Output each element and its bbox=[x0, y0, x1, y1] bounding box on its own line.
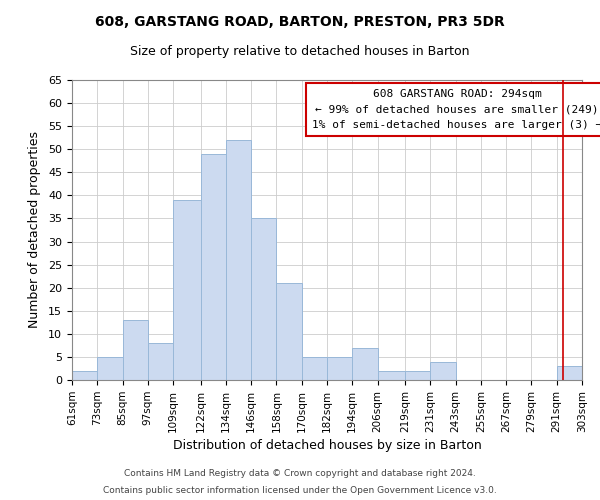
Bar bbox=[405, 371, 430, 380]
Bar bbox=[377, 371, 405, 380]
Bar bbox=[173, 200, 200, 380]
Bar bbox=[302, 357, 327, 380]
X-axis label: Distribution of detached houses by size in Barton: Distribution of detached houses by size … bbox=[173, 439, 481, 452]
Text: Contains HM Land Registry data © Crown copyright and database right 2024.: Contains HM Land Registry data © Crown c… bbox=[124, 468, 476, 477]
Bar bbox=[352, 348, 377, 380]
Text: Contains public sector information licensed under the Open Government Licence v3: Contains public sector information licen… bbox=[103, 486, 497, 495]
Bar bbox=[327, 357, 352, 380]
Bar bbox=[122, 320, 148, 380]
Bar bbox=[72, 371, 97, 380]
Bar bbox=[557, 366, 582, 380]
Bar bbox=[200, 154, 226, 380]
Bar bbox=[97, 357, 122, 380]
Bar bbox=[251, 218, 277, 380]
Bar bbox=[277, 283, 302, 380]
Y-axis label: Number of detached properties: Number of detached properties bbox=[28, 132, 41, 328]
Bar bbox=[148, 343, 173, 380]
Text: 608, GARSTANG ROAD, BARTON, PRESTON, PR3 5DR: 608, GARSTANG ROAD, BARTON, PRESTON, PR3… bbox=[95, 15, 505, 29]
Bar bbox=[430, 362, 455, 380]
Text: 608 GARSTANG ROAD: 294sqm
← 99% of detached houses are smaller (249)
1% of semi-: 608 GARSTANG ROAD: 294sqm ← 99% of detac… bbox=[312, 89, 600, 130]
Bar bbox=[226, 140, 251, 380]
Text: Size of property relative to detached houses in Barton: Size of property relative to detached ho… bbox=[130, 45, 470, 58]
